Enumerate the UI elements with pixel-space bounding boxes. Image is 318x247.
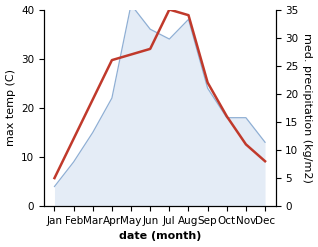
X-axis label: date (month): date (month) — [119, 231, 201, 242]
Y-axis label: max temp (C): max temp (C) — [5, 69, 16, 146]
Y-axis label: med. precipitation (kg/m2): med. precipitation (kg/m2) — [302, 33, 313, 183]
